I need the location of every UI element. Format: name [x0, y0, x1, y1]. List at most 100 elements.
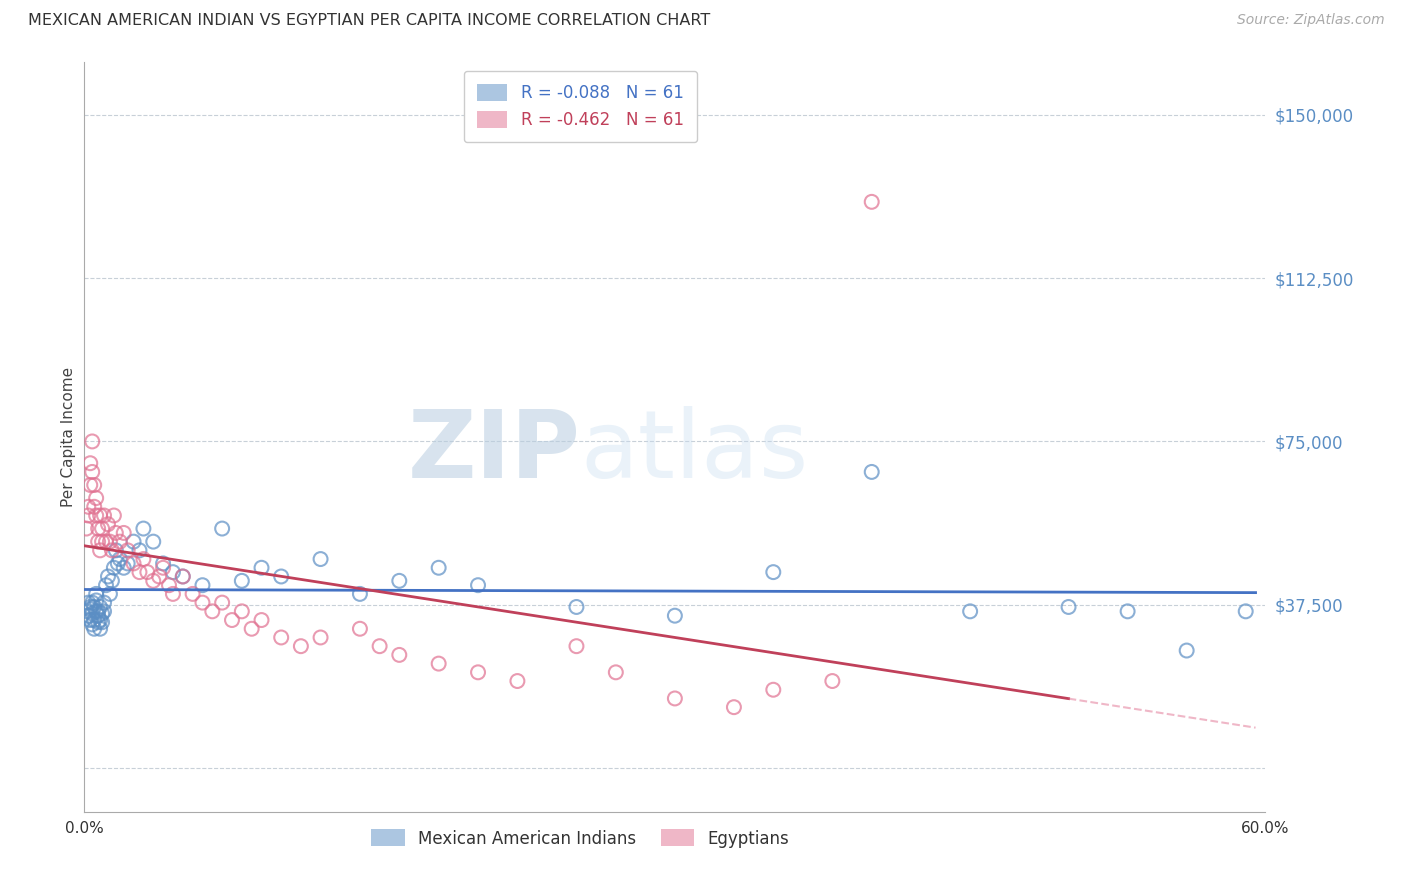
- Point: [1234, 604, 1257, 618]
- Point: [117, 543, 139, 558]
- Point: [91, 615, 114, 630]
- Point: [565, 639, 588, 653]
- Point: [201, 604, 224, 618]
- Point: [75, 522, 97, 536]
- Point: [87, 522, 110, 536]
- Point: [506, 673, 529, 688]
- Point: [664, 691, 686, 706]
- Point: [82, 465, 104, 479]
- Point: [83, 622, 105, 636]
- Legend: Mexican American Indians, Egyptians: Mexican American Indians, Egyptians: [363, 821, 797, 855]
- Point: [211, 596, 233, 610]
- Point: [83, 613, 105, 627]
- Point: [94, 578, 117, 592]
- Point: [388, 574, 411, 588]
- Point: [467, 665, 489, 680]
- Point: [240, 622, 263, 636]
- Point: [860, 194, 883, 209]
- Point: [349, 622, 371, 636]
- Point: [87, 615, 110, 630]
- Point: [172, 569, 194, 583]
- Point: [181, 587, 204, 601]
- Point: [77, 508, 100, 523]
- Point: [77, 608, 100, 623]
- Point: [89, 613, 111, 627]
- Point: [77, 596, 100, 610]
- Point: [77, 500, 100, 514]
- Point: [82, 607, 104, 621]
- Point: [75, 604, 97, 618]
- Point: [605, 665, 627, 680]
- Point: [101, 543, 124, 558]
- Point: [79, 613, 101, 627]
- Point: [98, 587, 121, 601]
- Point: [84, 593, 107, 607]
- Point: [82, 434, 104, 449]
- Point: [103, 561, 125, 575]
- Point: [1057, 599, 1080, 614]
- Point: [84, 587, 107, 601]
- Point: [664, 608, 686, 623]
- Point: [191, 596, 214, 610]
- Point: [84, 508, 107, 523]
- Point: [959, 604, 981, 618]
- Point: [762, 565, 785, 579]
- Point: [104, 525, 127, 540]
- Point: [79, 599, 101, 614]
- Point: [91, 607, 114, 621]
- Point: [122, 534, 145, 549]
- Point: [723, 700, 745, 714]
- Text: ZIP: ZIP: [408, 406, 581, 498]
- Point: [1116, 604, 1139, 618]
- Point: [107, 557, 129, 571]
- Point: [152, 561, 174, 575]
- Point: [122, 557, 145, 571]
- Point: [93, 508, 115, 523]
- Point: [87, 608, 110, 623]
- Point: [762, 682, 785, 697]
- Point: [84, 491, 107, 505]
- Point: [101, 574, 124, 588]
- Point: [91, 534, 114, 549]
- Point: [250, 613, 273, 627]
- Point: [128, 565, 150, 579]
- Point: [79, 456, 101, 470]
- Point: [1175, 643, 1198, 657]
- Point: [83, 599, 105, 614]
- Point: [231, 604, 253, 618]
- Point: [309, 631, 332, 645]
- Point: [89, 622, 111, 636]
- Point: [270, 569, 292, 583]
- Point: [270, 631, 292, 645]
- Point: [89, 599, 111, 614]
- Point: [89, 543, 111, 558]
- Point: [162, 565, 184, 579]
- Point: [83, 500, 105, 514]
- Point: [87, 604, 110, 618]
- Point: [157, 578, 180, 592]
- Point: [860, 465, 883, 479]
- Point: [112, 525, 135, 540]
- Text: MEXICAN AMERICAN INDIAN VS EGYPTIAN PER CAPITA INCOME CORRELATION CHART: MEXICAN AMERICAN INDIAN VS EGYPTIAN PER …: [28, 13, 710, 29]
- Point: [191, 578, 214, 592]
- Point: [79, 478, 101, 492]
- Point: [231, 574, 253, 588]
- Point: [162, 587, 184, 601]
- Point: [427, 657, 450, 671]
- Point: [84, 604, 107, 618]
- Point: [309, 552, 332, 566]
- Point: [221, 613, 243, 627]
- Point: [112, 561, 135, 575]
- Point: [97, 569, 120, 583]
- Point: [82, 617, 104, 632]
- Text: atlas: atlas: [581, 406, 808, 498]
- Point: [132, 522, 155, 536]
- Point: [83, 478, 105, 492]
- Point: [565, 599, 588, 614]
- Point: [368, 639, 391, 653]
- Point: [132, 552, 155, 566]
- Point: [103, 508, 125, 523]
- Point: [128, 543, 150, 558]
- Point: [79, 602, 101, 616]
- Point: [89, 508, 111, 523]
